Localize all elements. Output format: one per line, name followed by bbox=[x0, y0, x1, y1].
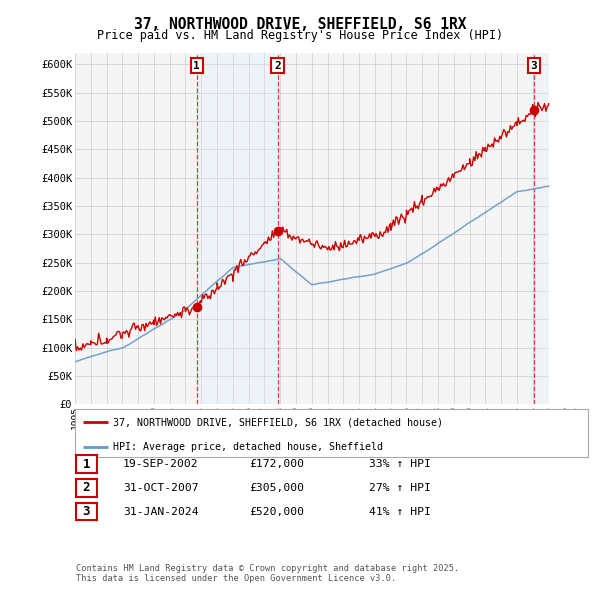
Text: Price paid vs. HM Land Registry's House Price Index (HPI): Price paid vs. HM Land Registry's House … bbox=[97, 30, 503, 42]
Text: £172,000: £172,000 bbox=[249, 460, 304, 469]
Text: 33% ↑ HPI: 33% ↑ HPI bbox=[369, 460, 431, 469]
Text: 37, NORTHWOOD DRIVE, SHEFFIELD, S6 1RX (detached house): 37, NORTHWOOD DRIVE, SHEFFIELD, S6 1RX (… bbox=[113, 417, 443, 427]
Text: 3: 3 bbox=[83, 505, 90, 518]
Bar bbox=[548, 53, 588, 404]
Text: 1: 1 bbox=[83, 458, 90, 471]
Text: 31-JAN-2024: 31-JAN-2024 bbox=[123, 507, 199, 516]
Text: 3: 3 bbox=[530, 61, 538, 71]
Text: HPI: Average price, detached house, Sheffield: HPI: Average price, detached house, Shef… bbox=[113, 441, 383, 451]
Text: 41% ↑ HPI: 41% ↑ HPI bbox=[369, 507, 431, 516]
Bar bbox=[534, 53, 548, 404]
Text: 2: 2 bbox=[83, 481, 90, 494]
Text: 1: 1 bbox=[193, 61, 200, 71]
Bar bbox=[197, 53, 278, 404]
Text: 27% ↑ HPI: 27% ↑ HPI bbox=[369, 483, 431, 493]
Text: Contains HM Land Registry data © Crown copyright and database right 2025.
This d: Contains HM Land Registry data © Crown c… bbox=[76, 563, 460, 583]
Text: 2: 2 bbox=[274, 61, 281, 71]
Text: £520,000: £520,000 bbox=[249, 507, 304, 516]
Text: 31-OCT-2007: 31-OCT-2007 bbox=[123, 483, 199, 493]
Text: 37, NORTHWOOD DRIVE, SHEFFIELD, S6 1RX: 37, NORTHWOOD DRIVE, SHEFFIELD, S6 1RX bbox=[134, 17, 466, 31]
Text: 19-SEP-2002: 19-SEP-2002 bbox=[123, 460, 199, 469]
Text: £305,000: £305,000 bbox=[249, 483, 304, 493]
